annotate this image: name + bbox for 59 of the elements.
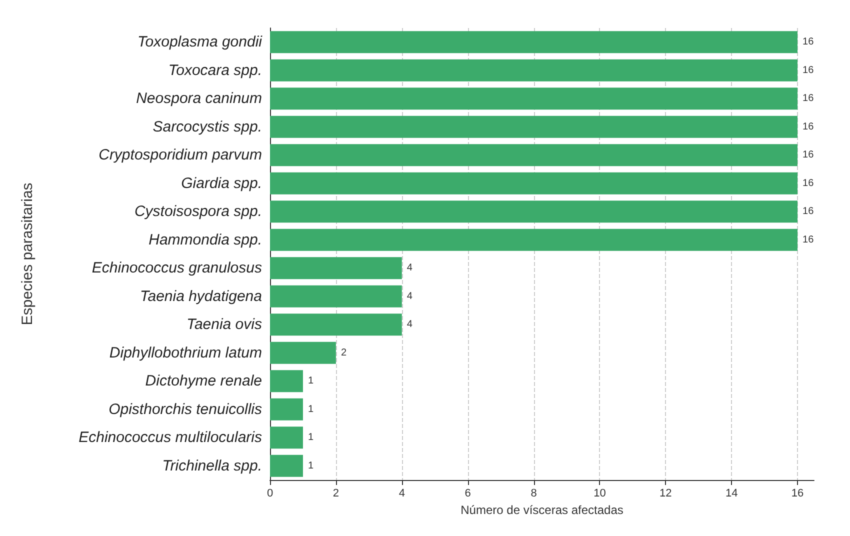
data-label: 1 (308, 376, 314, 387)
y-tick-label: Taenia hydatigena (140, 288, 262, 305)
y-tick-label: Echinococcus multilocularis (78, 429, 262, 446)
data-label: 16 (802, 206, 814, 218)
y-tick-label: Opisthorchis tenuicollis (108, 400, 262, 418)
bar (270, 398, 303, 420)
data-label: 16 (802, 150, 814, 161)
bar (270, 200, 798, 223)
y-tick-label: Taenia ovis (186, 316, 262, 334)
x-tick-label: 2 (332, 488, 339, 500)
x-tick-label: 10 (594, 488, 606, 500)
data-label: 1 (308, 404, 314, 415)
y-tick-label: Cryptosporidium parvum (98, 146, 262, 164)
bar (270, 342, 336, 364)
bar (270, 144, 798, 166)
data-label: 4 (406, 319, 413, 330)
y-tick-label: Giardia spp. (181, 174, 262, 192)
x-tick-label: 8 (530, 488, 537, 500)
bar (270, 59, 798, 82)
x-tick-label: 16 (791, 488, 804, 500)
data-label: 1 (308, 460, 314, 472)
data-label: 4 (406, 290, 413, 302)
x-tick-label: 14 (725, 488, 738, 500)
x-tick-label: 0 (266, 488, 274, 500)
x-tick-label: 4 (398, 488, 405, 500)
data-label: 16 (802, 36, 814, 48)
y-tick-label: Echinococcus granulosus (92, 260, 262, 277)
bar (270, 285, 402, 308)
bar (270, 370, 303, 392)
bar (270, 116, 798, 138)
y-tick-label: Dictohyme renale (145, 372, 262, 390)
data-label: 2 (340, 347, 347, 358)
y-tick-label: Trichinella spp. (162, 457, 262, 474)
x-axis-title: Número de vísceras afectadas (460, 503, 624, 517)
bar (270, 426, 303, 449)
y-tick-label: Diphyllobothrium latum (109, 344, 262, 362)
data-label: 16 (802, 178, 814, 189)
data-label: 4 (406, 262, 413, 274)
bar (270, 31, 798, 54)
y-tick-label: Neospora caninum (136, 90, 262, 108)
data-label: 16 (802, 93, 814, 104)
bar (270, 228, 798, 251)
bar (270, 257, 402, 280)
y-tick-label: Toxocara spp. (168, 62, 262, 79)
x-tick-label: 12 (660, 488, 672, 500)
y-tick-label: Cystoisospora spp. (134, 203, 262, 220)
data-label: 16 (802, 64, 814, 76)
bar (270, 88, 798, 110)
bar (270, 172, 798, 194)
data-label: 1 (308, 432, 314, 444)
y-axis-title: Especies parasitarias (19, 182, 36, 326)
data-label: 16 (802, 234, 814, 246)
data-label: 16 (802, 121, 814, 132)
bar (270, 314, 402, 336)
x-tick-label: 6 (464, 488, 471, 500)
y-tick-label: Hammondia spp. (148, 231, 262, 248)
y-tick-label: Toxoplasma gondii (137, 34, 263, 51)
bar (270, 454, 303, 477)
y-tick-label: Sarcocystis spp. (152, 118, 262, 136)
